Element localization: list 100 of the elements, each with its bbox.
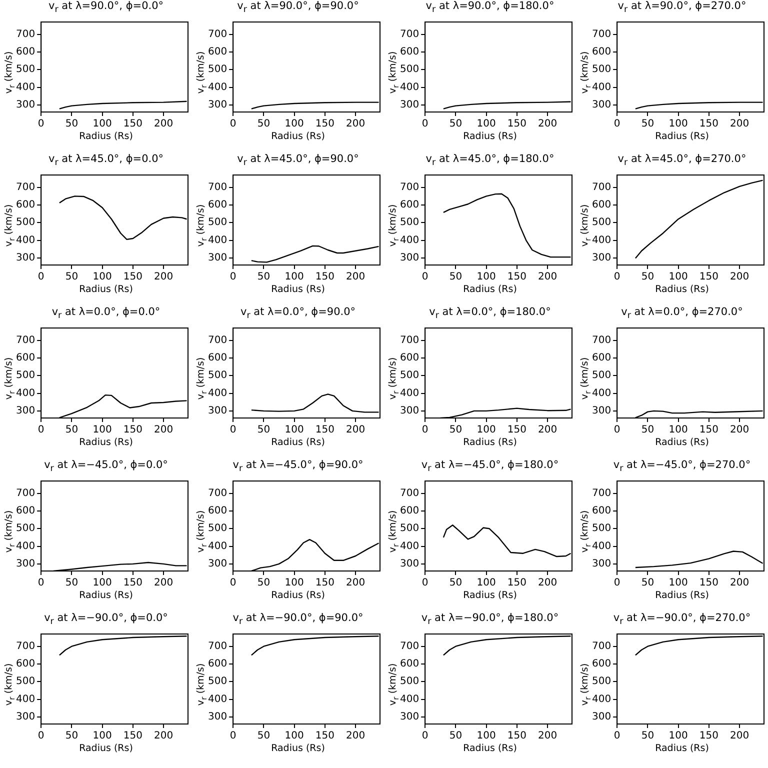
y-tick-label: 600 [592, 506, 612, 517]
x-tick-label: 150 [699, 118, 718, 130]
y-tick-label: 300 [400, 712, 420, 723]
x-tick-label: 150 [507, 424, 526, 436]
y-tick-label: 400 [16, 694, 36, 705]
y-tick-label: 300 [16, 712, 36, 723]
y-tick-label: 600 [208, 658, 228, 670]
y-tick-label: 300 [400, 558, 420, 570]
y-tick-label: 400 [16, 388, 36, 399]
x-tick-label: 100 [284, 578, 304, 589]
x-tick-label: 50 [641, 118, 654, 130]
x-tick-label: 200 [538, 578, 558, 589]
x-tick-label: 150 [699, 578, 718, 589]
y-tick-label: 700 [16, 182, 36, 193]
y-tick-label: 600 [592, 352, 612, 364]
y-tick-label: 600 [592, 200, 612, 211]
y-tick-label: 600 [400, 506, 420, 517]
x-tick-label: 0 [38, 272, 44, 283]
x-tick-label: 50 [65, 578, 78, 589]
x-tick-label: 100 [284, 272, 304, 283]
x-tick-label: 100 [476, 424, 496, 436]
y-tick-label: 600 [16, 200, 36, 211]
x-axis-title: Radius (Rs) [270, 590, 326, 601]
x-tick-label: 100 [92, 424, 112, 436]
x-axis-title: Radius (Rs) [462, 131, 518, 142]
chart-title: v$_{r}$ at λ=−45.0°, ϕ=0.0° [43, 459, 169, 474]
x-tick-label: 200 [730, 424, 750, 436]
x-tick-label: 100 [476, 118, 496, 130]
x-tick-label: 150 [315, 424, 334, 436]
y-tick-label: 400 [592, 540, 612, 552]
chart-title: v$_{r}$ at λ=0.0°, ϕ=90.0° [239, 306, 357, 322]
y-tick-label: 300 [208, 252, 228, 264]
x-tick-label: 50 [449, 272, 462, 283]
y-tick-label: 600 [400, 200, 420, 211]
y-tick-label: 500 [16, 676, 36, 688]
y-tick-label: 300 [592, 712, 612, 723]
x-tick-label: 100 [668, 424, 688, 436]
x-tick-label: 200 [154, 424, 174, 436]
x-tick-label: 150 [699, 424, 718, 436]
x-tick-label: 100 [668, 578, 688, 589]
y-tick-label: 600 [208, 46, 228, 58]
y-tick-label: 700 [592, 488, 612, 499]
x-tick-label: 0 [230, 272, 236, 283]
y-tick-label: 400 [208, 694, 228, 705]
x-tick-label: 0 [422, 118, 428, 130]
x-tick-label: 150 [315, 730, 334, 742]
y-tick-label: 700 [400, 334, 420, 346]
x-tick-label: 50 [257, 424, 270, 436]
x-tick-label: 50 [641, 424, 654, 436]
x-tick-label: 200 [346, 424, 366, 436]
y-tick-label: 300 [208, 100, 228, 111]
x-tick-label: 50 [641, 272, 654, 283]
y-tick-label: 300 [400, 406, 420, 417]
y-tick-label: 400 [400, 540, 420, 552]
x-tick-label: 200 [730, 578, 750, 589]
x-tick-label: 100 [92, 272, 112, 283]
x-tick-label: 0 [422, 578, 428, 589]
y-tick-label: 700 [400, 28, 420, 40]
x-axis-title: Radius (Rs) [78, 437, 134, 448]
x-tick-label: 150 [699, 272, 718, 283]
y-tick-label: 300 [16, 406, 36, 417]
x-tick-label: 0 [38, 118, 44, 130]
x-axis-title: Radius (Rs) [78, 743, 134, 754]
y-tick-label: 700 [208, 334, 228, 346]
x-tick-label: 200 [346, 272, 366, 283]
x-tick-label: 50 [641, 578, 654, 589]
y-tick-label: 700 [16, 640, 36, 652]
y-tick-label: 700 [208, 28, 228, 40]
x-tick-label: 0 [614, 578, 620, 589]
x-axis-title: Radius (Rs) [654, 131, 710, 142]
y-tick-label: 500 [400, 370, 420, 382]
x-tick-label: 50 [65, 730, 78, 742]
x-tick-label: 50 [257, 730, 270, 742]
x-tick-label: 0 [422, 730, 428, 742]
y-tick-label: 500 [208, 64, 228, 76]
x-tick-label: 150 [507, 578, 526, 589]
chart-title: v$_{r}$ at λ=0.0°, ϕ=0.0° [50, 306, 162, 322]
x-tick-label: 200 [730, 272, 750, 283]
y-tick-label: 600 [16, 352, 36, 364]
y-tick-label: 500 [208, 676, 228, 688]
x-tick-label: 50 [641, 730, 654, 742]
chart-title: v$_{r}$ at λ=45.0°, ϕ=90.0° [236, 153, 360, 168]
x-axis-title: Radius (Rs) [270, 743, 326, 754]
y-tick-label: 500 [400, 64, 420, 76]
y-tick-label: 600 [16, 658, 36, 670]
x-axis-title: Radius (Rs) [78, 284, 134, 295]
y-tick-label: 700 [208, 640, 228, 652]
chart-title: v$_{r}$ at λ=−90.0°, ϕ=270.0° [612, 612, 752, 628]
x-tick-label: 150 [507, 730, 526, 742]
x-tick-label: 150 [123, 118, 142, 130]
y-tick-label: 600 [592, 658, 612, 670]
y-tick-label: 600 [208, 352, 228, 364]
y-tick-label: 300 [16, 100, 36, 111]
y-tick-label: 600 [400, 352, 420, 364]
chart-title: v$_{r}$ at λ=−45.0°, ϕ=270.0° [612, 459, 752, 474]
x-tick-label: 100 [668, 118, 688, 130]
x-tick-label: 200 [154, 578, 174, 589]
x-axis-title: Radius (Rs) [270, 437, 326, 448]
x-tick-label: 150 [123, 424, 142, 436]
chart-title: v$_{r}$ at λ=−90.0°, ϕ=0.0° [43, 612, 169, 628]
